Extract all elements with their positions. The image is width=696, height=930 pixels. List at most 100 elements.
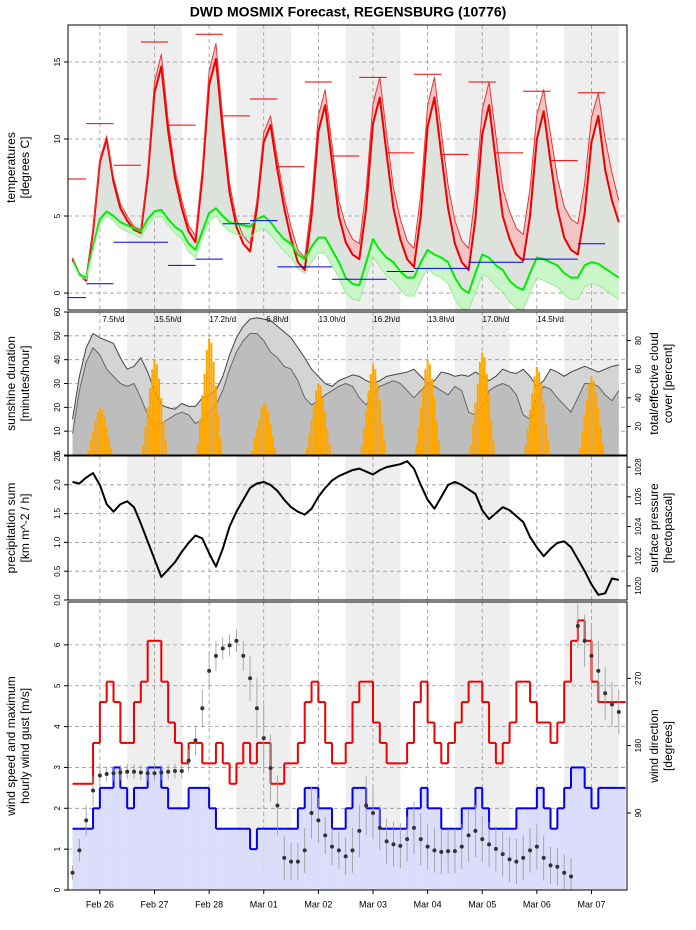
- bar: [258, 419, 261, 455]
- point: [193, 738, 198, 743]
- bar: [595, 393, 598, 455]
- bar: [201, 395, 204, 455]
- bar: [274, 447, 277, 455]
- point: [145, 771, 150, 776]
- bar: [219, 438, 222, 455]
- x-tick-label: Mar 01: [250, 899, 278, 909]
- step-fill: [523, 808, 531, 890]
- step-fill: [229, 828, 237, 890]
- step-fill: [215, 828, 223, 890]
- y-tick-label: 2: [53, 806, 62, 811]
- point: [336, 848, 341, 853]
- point: [514, 859, 519, 864]
- bar: [271, 435, 274, 455]
- bar: [265, 404, 268, 455]
- bar: [217, 414, 220, 455]
- point: [302, 848, 307, 853]
- x-tick-label: Feb 26: [86, 899, 114, 909]
- bar: [214, 385, 217, 455]
- daily-sunshine-label: 17.2h/d: [209, 315, 236, 324]
- point: [261, 736, 266, 741]
- point: [111, 771, 116, 776]
- point: [84, 818, 89, 823]
- step-fill: [291, 828, 298, 890]
- point: [241, 653, 246, 658]
- step-fill: [454, 828, 462, 890]
- x-tick-label: Mar 02: [304, 899, 332, 909]
- x-tick-label: Feb 27: [140, 899, 168, 909]
- bar: [103, 416, 106, 455]
- chart-title: DWD MOSMIX Forecast, REGENSBURG (10776): [190, 4, 507, 20]
- bar: [203, 373, 206, 455]
- bar: [599, 426, 602, 455]
- step-fill: [345, 808, 353, 890]
- step-fill: [611, 787, 619, 890]
- bar: [208, 338, 211, 455]
- daily-sunshine-label: 13.0h/d: [319, 315, 346, 324]
- point: [521, 855, 526, 860]
- y-tick-label: 0: [53, 452, 62, 457]
- step-fill: [618, 787, 626, 890]
- bar: [98, 407, 101, 455]
- bar: [326, 428, 329, 455]
- point: [473, 828, 478, 833]
- bar: [199, 419, 202, 455]
- point: [616, 709, 621, 714]
- bar: [483, 357, 486, 455]
- y-tick-label: 1.5: [53, 507, 62, 519]
- point: [343, 854, 348, 859]
- bar: [367, 390, 370, 455]
- step-fill: [564, 787, 572, 890]
- point: [548, 863, 553, 868]
- point: [562, 870, 567, 875]
- step-fill: [181, 808, 189, 890]
- panel: [68, 456, 627, 600]
- y-tick-label: 40: [53, 355, 62, 364]
- step-fill: [543, 808, 551, 890]
- step-fill: [352, 787, 360, 890]
- bar: [531, 393, 534, 455]
- panel: [68, 602, 627, 890]
- step-fill: [605, 787, 612, 890]
- point: [91, 788, 96, 793]
- point: [425, 844, 430, 849]
- point: [77, 848, 82, 853]
- bar: [540, 383, 543, 455]
- bar: [490, 419, 493, 455]
- step-fill: [386, 828, 394, 890]
- bar: [151, 369, 154, 455]
- point: [364, 803, 369, 808]
- bar: [369, 373, 372, 455]
- y-tick-label: 0: [53, 290, 62, 295]
- point: [234, 638, 239, 643]
- bar: [148, 388, 151, 455]
- point: [459, 844, 464, 849]
- step-fill: [584, 787, 592, 890]
- bar: [164, 440, 167, 455]
- bar: [535, 366, 538, 455]
- point: [295, 859, 300, 864]
- point: [480, 837, 485, 842]
- step-fill: [448, 828, 455, 890]
- daily-sunshine-label: 6.8h/d: [266, 315, 288, 324]
- bar: [472, 424, 475, 455]
- point: [166, 769, 171, 774]
- bar: [162, 421, 165, 455]
- step-fill: [297, 808, 305, 890]
- band-fill: [72, 43, 619, 281]
- bar: [360, 445, 363, 455]
- step-fill: [495, 828, 503, 890]
- step-fill: [502, 828, 510, 890]
- step-fill: [482, 808, 490, 890]
- point: [446, 849, 451, 854]
- step-fill: [147, 767, 155, 890]
- step-fill: [550, 828, 558, 890]
- y2-tick-label: 60: [634, 364, 643, 373]
- bar: [376, 383, 379, 455]
- step-fill: [516, 808, 524, 890]
- step-fill: [577, 767, 585, 890]
- point: [377, 825, 382, 830]
- bar: [526, 428, 529, 455]
- y-tick-label: 3: [53, 765, 62, 770]
- x-tick-label: Mar 05: [468, 899, 496, 909]
